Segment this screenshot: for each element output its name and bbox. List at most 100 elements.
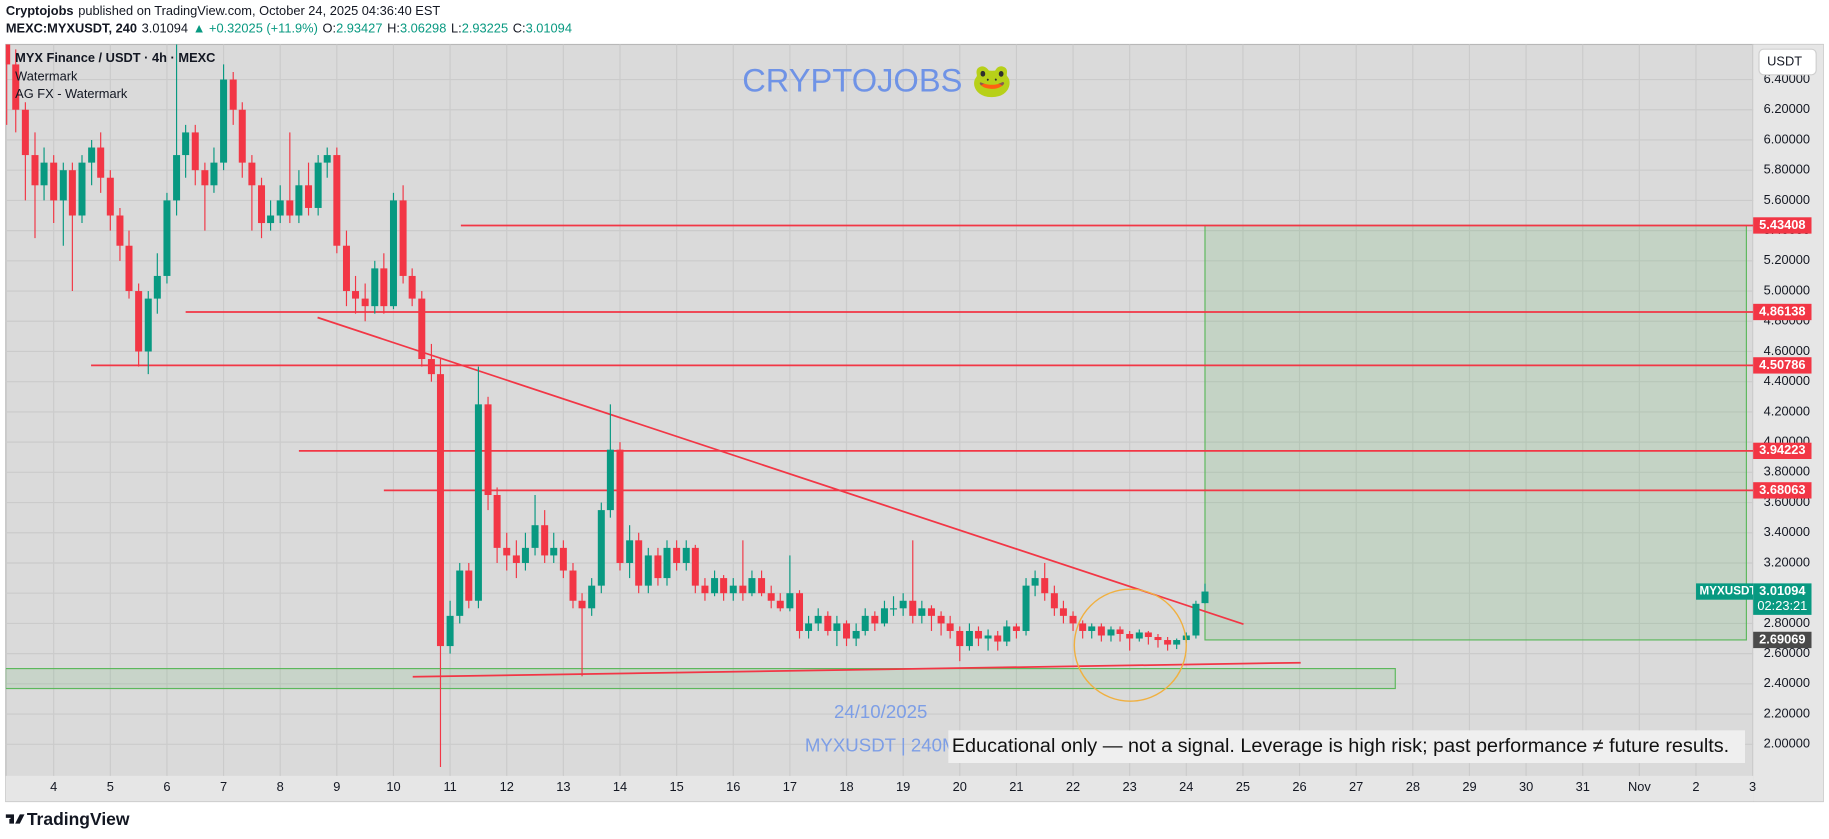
brand: TradingView (27, 809, 130, 829)
candle-body (682, 547, 690, 563)
x-tick-label: 11 (443, 779, 456, 794)
x-tick-label: 31 (1576, 779, 1590, 794)
y-tick-label: 5.00000 (1764, 282, 1810, 297)
box-bottom-box (1753, 631, 1812, 649)
candle-body (323, 155, 331, 163)
candle-body (493, 494, 501, 548)
x-tick-label: Nov (1628, 779, 1651, 794)
currency-button-text: USDT (1767, 53, 1802, 68)
candle-body (1041, 578, 1049, 594)
y-tick-label: 3.40000 (1764, 524, 1810, 539)
candle-body (1079, 623, 1087, 631)
candle-body (871, 615, 879, 624)
level-label-box (1753, 303, 1812, 321)
level-label: 5.43408 (1759, 217, 1805, 232)
x-tick-label: 26 (1292, 779, 1306, 794)
candle-body (512, 555, 520, 563)
candle-body (258, 185, 266, 224)
candle-body (88, 147, 96, 163)
candle-body (861, 615, 869, 631)
candle-body (1173, 640, 1181, 645)
ohlc-value: 3.06298 (400, 21, 446, 36)
level-label-box (1753, 217, 1812, 234)
candle-body (418, 298, 426, 360)
level-label-box (1753, 482, 1812, 499)
candle-body (833, 623, 841, 631)
x-tick-label: 28 (1406, 779, 1420, 794)
price-axis (1753, 44, 1824, 802)
candle-body (446, 615, 454, 647)
candle-body (984, 635, 992, 639)
candle-body (644, 555, 652, 586)
x-tick-label: 13 (556, 779, 570, 794)
candle-body (314, 162, 322, 208)
candle-body (974, 630, 982, 639)
trendline (317, 316, 1244, 626)
y-tick-label: 4.20000 (1764, 403, 1810, 418)
level-label: 4.86138 (1759, 303, 1805, 318)
x-tick-label: 5 (107, 779, 114, 794)
y-tick-label: 5.80000 (1764, 162, 1810, 177)
candle-body (267, 215, 275, 224)
y-tick-label: 2.60000 (1764, 645, 1810, 660)
candle-body (1126, 633, 1134, 639)
disclaimer: Educational only — not a signal. Leverag… (952, 735, 1729, 757)
x-tick-label: 2 (1692, 779, 1699, 794)
level-label-box (1753, 442, 1812, 460)
ohlc-value: 3.01094 (526, 21, 572, 36)
x-tick-label: 22 (1066, 779, 1080, 794)
y-tick-label: 6.00000 (1764, 131, 1810, 146)
candle-body (191, 132, 199, 171)
candle-body (182, 132, 190, 156)
candle-body (1031, 578, 1039, 586)
candle-body (965, 630, 973, 647)
candle-body (673, 547, 681, 563)
y-tick-label: 2.80000 (1764, 615, 1810, 630)
y-tick-label: 2.00000 (1764, 736, 1810, 751)
candle-body (333, 155, 341, 246)
author: Cryptojobs (6, 3, 74, 18)
y-tick-label: 4.60000 (1764, 343, 1810, 358)
candle-body (1107, 629, 1115, 636)
candle-body (286, 200, 294, 216)
candle-body (408, 275, 416, 299)
logo-icon (5, 814, 25, 824)
candle-body (40, 162, 48, 186)
candle-body (31, 155, 39, 186)
x-tick-label: 24 (1179, 779, 1193, 794)
level-label: 3.68063 (1759, 482, 1805, 497)
candle-body (578, 600, 586, 609)
candle-body (97, 147, 105, 178)
overlay: CRYPTOJOBS 🐸 MYX Finance / USDT · 4h · ME… (15, 50, 1746, 764)
candle-body (229, 79, 237, 110)
candle-body (1164, 640, 1172, 645)
plot (5, 44, 1754, 767)
candle-body (153, 275, 161, 299)
candle-body (220, 79, 228, 163)
symbol: MEXC:MYXUSDT, 240 (6, 21, 137, 36)
candle-body (125, 245, 133, 292)
candle-body (597, 510, 605, 586)
x-tick-label: 14 (613, 779, 627, 794)
symbol-tag-box (1696, 583, 1754, 600)
y-tick-label: 4.40000 (1764, 373, 1810, 388)
candle-body (248, 162, 256, 186)
candle-body (135, 291, 143, 352)
watermark: CRYPTOJOBS 🐸 (742, 62, 1012, 99)
candle-body (852, 630, 860, 639)
candle-body (116, 215, 124, 246)
candle-body (361, 298, 369, 307)
candle-body (654, 555, 662, 579)
candle-body (758, 578, 766, 594)
candle-body (946, 623, 954, 631)
candle-body (890, 608, 898, 610)
x-tick-label: 4 (50, 779, 57, 794)
publish-line: Cryptojobs published on TradingView.com, … (6, 3, 441, 18)
candle-body (163, 200, 171, 276)
candle-body (342, 245, 350, 292)
candle-body (1088, 626, 1096, 631)
candle-body (389, 200, 397, 307)
y-tick-label: 2.20000 (1764, 705, 1810, 720)
candle-body (701, 585, 709, 594)
